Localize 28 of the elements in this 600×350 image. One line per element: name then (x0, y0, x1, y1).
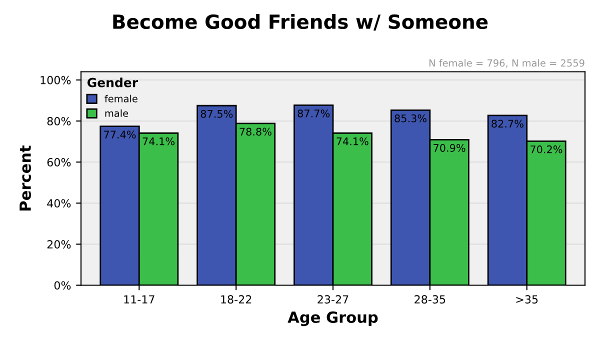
data-label: 74.1% (142, 137, 175, 146)
legend-label: female (104, 94, 138, 102)
data-label: 70.2% (530, 145, 562, 154)
y-axis-title: Percent (20, 146, 31, 210)
x-tick-label: 23-27 (318, 295, 348, 304)
x-tick-label: 11-17 (124, 295, 154, 304)
x-tick-label: >35 (516, 295, 538, 304)
legend-label: male (105, 109, 128, 117)
data-label: 74.1% (336, 137, 368, 146)
y-tick-label: 60% (47, 158, 71, 166)
x-tick-label: 28-35 (414, 295, 446, 304)
x-tick-label: 18-22 (221, 295, 252, 304)
data-label: 77.4% (104, 130, 136, 139)
data-label: 87.5% (200, 110, 233, 118)
data-label: 78.8% (240, 128, 272, 136)
data-label: 70.9% (434, 144, 466, 152)
y-tick-label: 0% (54, 281, 71, 290)
data-label: 87.7% (298, 110, 330, 118)
y-tick-label: 40% (47, 199, 71, 208)
y-tick-label: 100% (40, 76, 71, 84)
legend-title: Gender (87, 78, 138, 88)
text: N female = 796, N male = 2559 (429, 59, 584, 68)
data-label: 82.7% (492, 120, 524, 128)
y-tick-label: 80% (47, 116, 71, 126)
x-axis-title: Age Group (288, 311, 378, 326)
chart-title: Become Good Friends w/ Someone (113, 14, 488, 31)
y-tick-label: 20% (47, 240, 71, 249)
data-label: 85.3% (394, 114, 427, 122)
